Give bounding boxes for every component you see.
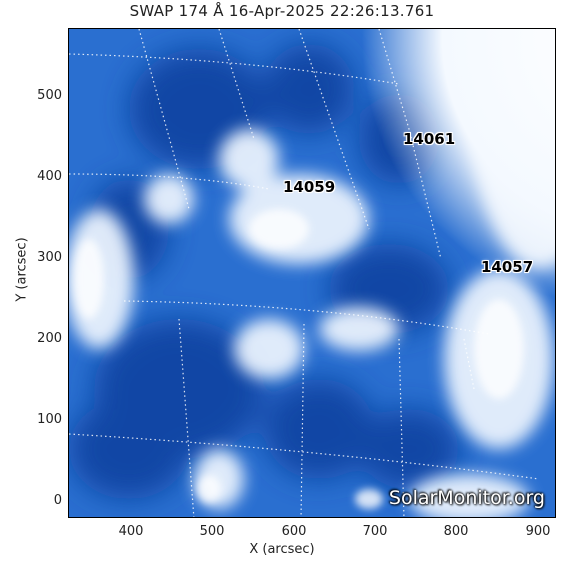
y-tick-label: 0 xyxy=(53,493,62,508)
active-region-label: 14059 xyxy=(283,178,336,196)
x-tick-label: 700 xyxy=(362,524,388,539)
x-tick-label: 400 xyxy=(118,524,144,539)
y-tick-label: 400 xyxy=(37,169,62,184)
x-tick-label: 600 xyxy=(281,524,307,539)
swap-euv-image xyxy=(69,29,555,517)
x-axis-label: X (arcsec) xyxy=(249,542,315,557)
y-tick-label: 200 xyxy=(37,331,62,346)
image-title: SWAP 174 Å 16-Apr-2025 22:26:13.761 xyxy=(129,2,435,20)
y-axis-label: Y (arcsec) xyxy=(14,237,30,302)
x-tick-label: 500 xyxy=(199,524,225,539)
x-tick-label: 900 xyxy=(525,524,551,539)
watermark: SolarMonitor.org xyxy=(388,487,545,509)
heliographic-grid xyxy=(69,29,540,517)
solar-image-panel: 14061 14059 14057 SolarMonitor.org xyxy=(68,28,556,518)
y-tick-label: 300 xyxy=(37,250,62,265)
active-region-label: 14057 xyxy=(481,258,534,276)
y-tick-label: 500 xyxy=(37,88,62,103)
y-tick-label: 100 xyxy=(37,412,62,427)
x-tick-label: 800 xyxy=(443,524,469,539)
active-region-label: 14061 xyxy=(403,130,456,148)
